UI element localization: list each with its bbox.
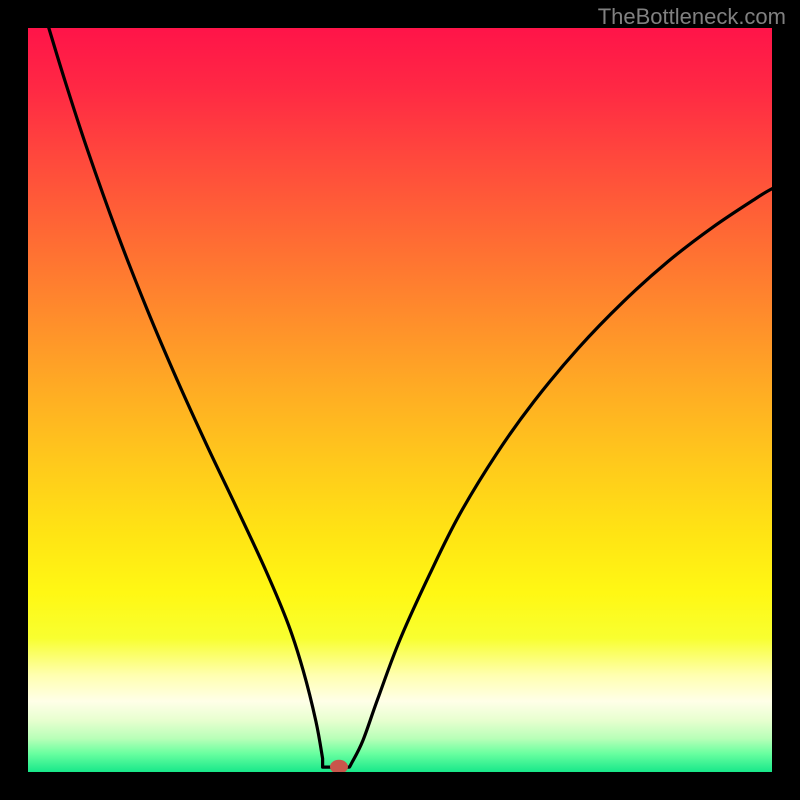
bottleneck-chart xyxy=(0,0,800,800)
minimum-marker xyxy=(330,760,348,774)
chart-gradient-background xyxy=(28,28,772,772)
watermark-text: TheBottleneck.com xyxy=(598,4,786,30)
